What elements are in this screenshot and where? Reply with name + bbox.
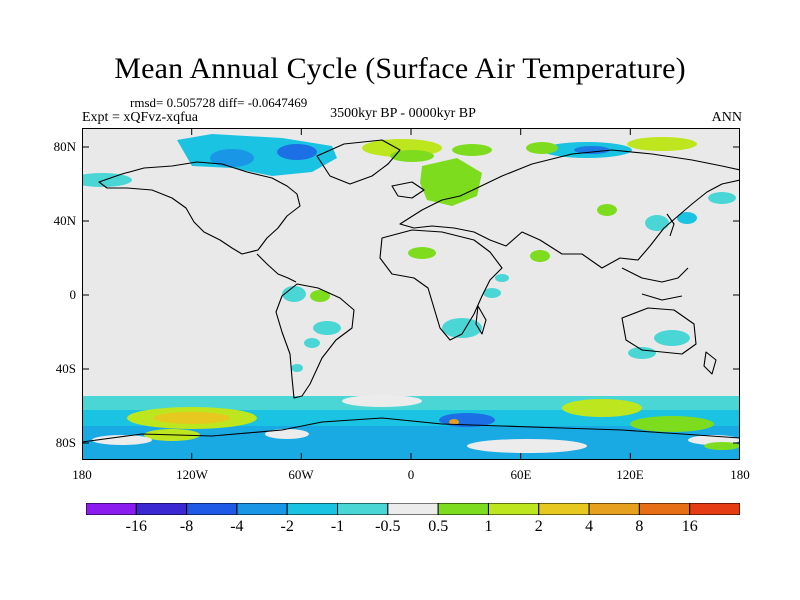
colorbar-swatch (538, 503, 590, 515)
lon-label-120e: 120E (616, 467, 644, 482)
lon-label-0: 0 (407, 467, 415, 482)
lat-label-0: 0 (69, 287, 77, 302)
colorbar-swatch (689, 503, 740, 515)
colorbar-swatch (387, 503, 439, 515)
colorbar-swatch (135, 503, 188, 515)
colorbar-label: 8 (635, 518, 644, 535)
colorbar-swatch (588, 503, 640, 515)
colorbar-label: -1 (330, 518, 345, 535)
lon-label-120w: 120W (176, 467, 208, 482)
colorbar-label: -0.5 (375, 518, 401, 535)
world-anomaly-map (82, 128, 740, 460)
statistics-text: rmsd= 0.505728 diff= -0.0647469 (130, 95, 308, 110)
period-label: 3500kyr BP - 0000kyr BP (330, 106, 476, 121)
colorbar-swatch (337, 503, 389, 515)
season-label: ANN (711, 110, 742, 125)
lon-label-60w: 60W (288, 467, 314, 482)
colorbar-swatch (487, 503, 540, 515)
southern-ocean-anomalies (82, 395, 740, 460)
colorbar-swatch (286, 503, 339, 515)
lon-label-180w: 180 (72, 467, 92, 482)
lon-label-180e: 180 (730, 467, 750, 482)
colorbar-swatch (437, 503, 489, 515)
colorbar-label: -2 (280, 518, 294, 535)
colorbar-swatch (638, 503, 691, 515)
colorbar-label: 4 (585, 518, 594, 535)
northern-anomalies (82, 134, 697, 206)
colorbar (86, 503, 740, 515)
lat-label-40n: 40N (53, 213, 76, 228)
colorbar-swatch (186, 503, 238, 515)
colorbar-label: 0.5 (428, 518, 449, 535)
colorbar-label: -16 (125, 518, 147, 535)
coastlines (82, 139, 740, 443)
colorbar-label: -4 (230, 518, 244, 535)
lon-label-60e: 60E (510, 467, 532, 482)
colorbar-label: 2 (534, 518, 543, 535)
axis-ticks (82, 128, 740, 460)
colorbar-label: 1 (484, 518, 493, 535)
colorbar-label: -8 (179, 518, 194, 535)
colorbar-swatch (236, 503, 288, 515)
lat-label-80n: 80N (53, 139, 76, 154)
experiment-label: Expt = xQFvz-xqfua (82, 110, 198, 125)
lat-label-80s: 80S (55, 435, 76, 450)
colorbar-label: 16 (681, 518, 698, 535)
map-title: Mean Annual Cycle (Surface Air Temperatu… (114, 52, 686, 85)
colorbar-swatch (86, 503, 137, 515)
scattered-anomalies (282, 192, 736, 372)
lat-label-40s: 40S (55, 361, 76, 376)
